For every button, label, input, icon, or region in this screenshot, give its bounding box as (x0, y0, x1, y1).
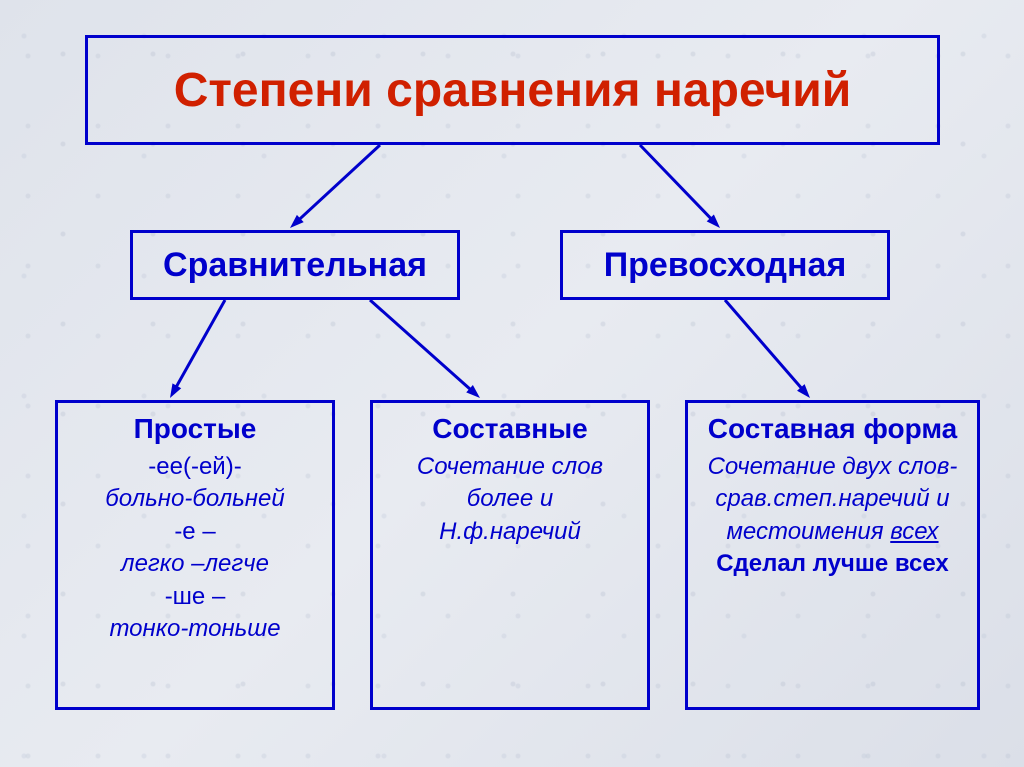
compound-form-box: Составная форма Сочетание двух слов-срав… (685, 400, 980, 710)
compound-body: Сочетание словболее иН.ф.наречий (417, 451, 603, 548)
simple-forms-box: Простые -ее(-ей)-больно-больней-е –легко… (55, 400, 335, 710)
compound-form-body: Сочетание двух слов-срав.степ.наречий им… (708, 451, 958, 581)
compound-form-title: Составная форма (708, 413, 958, 445)
simple-title: Простые (134, 413, 257, 445)
comparative-box: Сравнительная (130, 230, 460, 300)
compound-forms-box: Составные Сочетание словболее иН.ф.нареч… (370, 400, 650, 710)
superlative-box: Превосходная (560, 230, 890, 300)
simple-body: -ее(-ей)-больно-больней-е –легко –легче-… (105, 451, 284, 645)
comparative-label: Сравнительная (163, 246, 427, 285)
superlative-label: Превосходная (604, 246, 847, 285)
compound-title: Составные (432, 413, 587, 445)
title-box: Степени сравнения наречий (85, 35, 940, 145)
title-text: Степени сравнения наречий (174, 63, 852, 118)
